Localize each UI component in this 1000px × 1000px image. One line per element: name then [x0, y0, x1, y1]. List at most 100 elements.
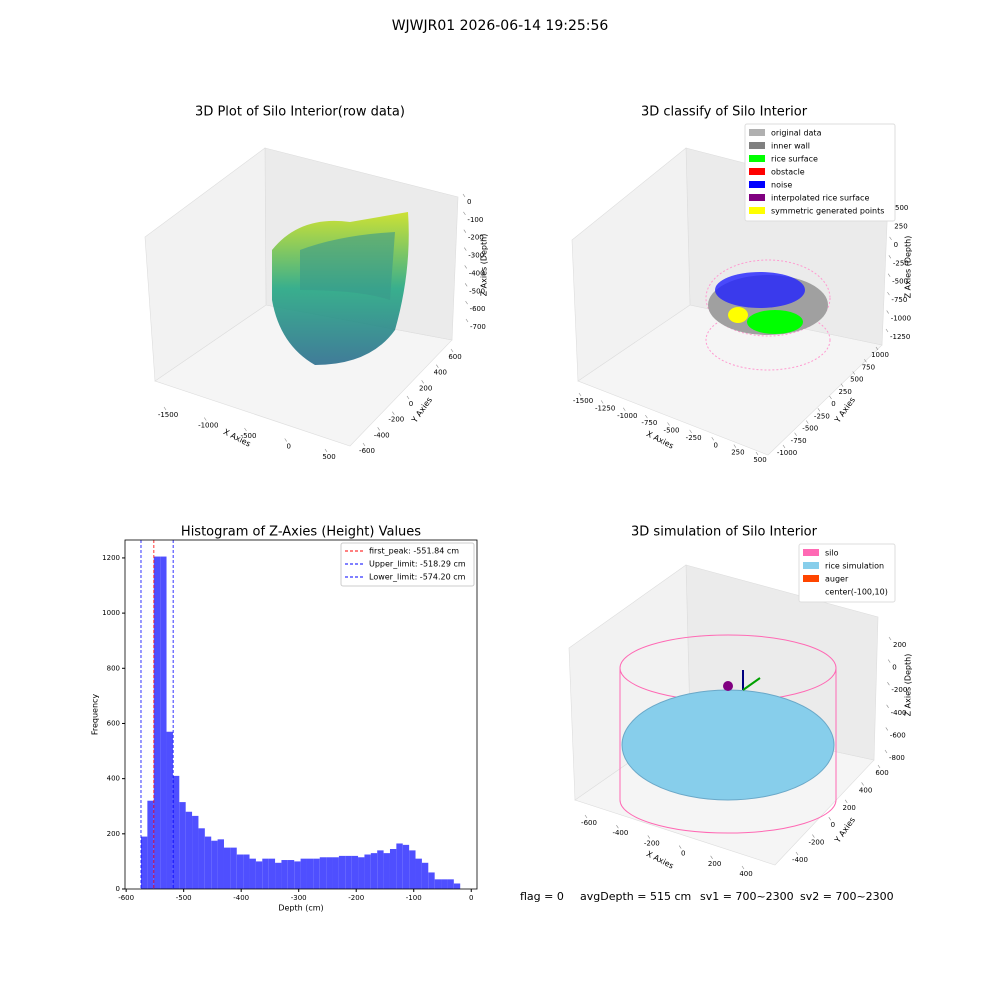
y-tick — [421, 380, 424, 384]
legend-label: first_peak: -551.84 cm — [369, 547, 459, 556]
y-tick — [875, 346, 879, 351]
y-tick — [782, 444, 786, 449]
x-tick — [163, 406, 167, 411]
z-tick — [886, 310, 889, 314]
silo-bottom — [619, 799, 837, 834]
chart-title: 3D classify of Silo Interior — [641, 105, 808, 120]
y-tick-label: -250 — [814, 412, 830, 420]
y-tick — [828, 817, 832, 821]
bar — [217, 839, 224, 889]
x-tick-label: -1000 — [617, 412, 637, 420]
x-tick-label: 400 — [739, 870, 752, 878]
y-tick — [840, 383, 844, 387]
bar — [249, 858, 256, 889]
sym-cloud — [728, 307, 748, 323]
y-tick — [864, 359, 867, 363]
x-tick — [204, 417, 207, 421]
legend-label: Lower_limit: -574.20 cm — [369, 573, 466, 582]
legend-swatch — [749, 194, 765, 201]
z-tick — [888, 636, 892, 641]
y-tick-label: 600 — [875, 769, 888, 777]
y-tick-label: 750 — [862, 363, 875, 371]
bar — [262, 858, 269, 889]
y-tick — [362, 442, 366, 447]
bar — [415, 858, 422, 889]
y-tick-label: -1000 — [777, 449, 797, 457]
legend-swatch — [749, 181, 765, 188]
x-tick-label: -1250 — [595, 404, 615, 412]
bar — [179, 802, 186, 889]
x-tick — [710, 855, 713, 859]
bar — [294, 861, 301, 889]
y-tick-label: -400 — [792, 856, 808, 864]
bar — [383, 853, 390, 889]
noise-cloud — [715, 272, 805, 308]
z-tick — [887, 682, 890, 686]
bar — [332, 857, 339, 889]
y-tick-label: 0 — [116, 885, 120, 893]
legend-label: silo — [825, 549, 839, 558]
legend-label: Upper_limit: -518.29 cm — [369, 560, 466, 569]
z-tick — [889, 236, 892, 241]
bar — [351, 855, 359, 889]
z-tick-label: 0 — [892, 664, 896, 672]
bar — [345, 855, 352, 889]
bar — [364, 854, 371, 889]
x-tick-label: 250 — [731, 449, 744, 457]
y-tick — [829, 395, 832, 400]
bar — [370, 853, 378, 889]
legend-label: center(-100,10) — [825, 588, 888, 597]
bar — [396, 843, 403, 889]
z-axis-label: Z Axies (Depth) — [904, 654, 913, 717]
x-tick — [741, 865, 745, 870]
bar — [243, 854, 250, 889]
legend-label: auger — [825, 575, 849, 584]
x-tick-label: -1500 — [573, 397, 593, 405]
x-tick-label: -200 — [348, 894, 364, 902]
y-tick-label: 0 — [831, 821, 835, 829]
x-tick-label: 0 — [714, 441, 718, 449]
bar — [153, 556, 161, 889]
y-tick-label: 1200 — [102, 554, 120, 562]
y-tick — [795, 851, 799, 856]
y-tick-label: -600 — [359, 447, 375, 455]
bar — [338, 855, 346, 889]
x-tick-label: -400 — [233, 894, 249, 902]
y-tick — [794, 432, 797, 436]
z-tick-label: -200 — [891, 686, 907, 694]
x-tick-label: -1000 — [198, 422, 218, 430]
y-tick — [817, 408, 821, 412]
chart-title: 3D Plot of Silo Interior(row data) — [195, 105, 405, 120]
y-tick — [812, 834, 815, 838]
plot-frame — [124, 539, 478, 890]
x-tick-label: -500 — [664, 427, 680, 435]
legend-swatch — [749, 142, 765, 149]
z-axis-label: Z Axies (Depth) — [904, 236, 913, 299]
x-tick-label: -200 — [644, 839, 660, 847]
z-tick — [888, 255, 892, 259]
z-tick — [886, 704, 889, 708]
x-tick-label: -250 — [686, 434, 702, 442]
y-tick — [877, 764, 881, 769]
x-tick — [244, 427, 247, 432]
bar — [147, 800, 154, 889]
x-tick-label: -600 — [581, 819, 597, 827]
center-marker — [723, 681, 733, 691]
x-tick-label: -500 — [176, 894, 192, 902]
z-tick — [885, 727, 889, 731]
z-tick-label: -500 — [469, 287, 485, 295]
bar — [172, 775, 180, 889]
y-axis-label: Y Axies — [832, 396, 857, 426]
y-tick-label: 400 — [859, 786, 872, 794]
chart-title: Histogram of Z-Axies (Height) Values — [181, 525, 421, 540]
y-tick-label: -750 — [791, 437, 807, 445]
bar — [409, 850, 416, 889]
z-tick-label: 250 — [894, 222, 907, 230]
y-tick-label: 800 — [107, 664, 120, 672]
x-axis-label: X Axies — [222, 427, 252, 448]
y-axis-label: Frequency — [91, 694, 100, 736]
y-tick-label: 1000 — [102, 609, 120, 617]
z-tick — [887, 273, 891, 277]
z-tick-label: -1250 — [890, 333, 910, 341]
status-text: flag = 0 — [520, 890, 564, 903]
